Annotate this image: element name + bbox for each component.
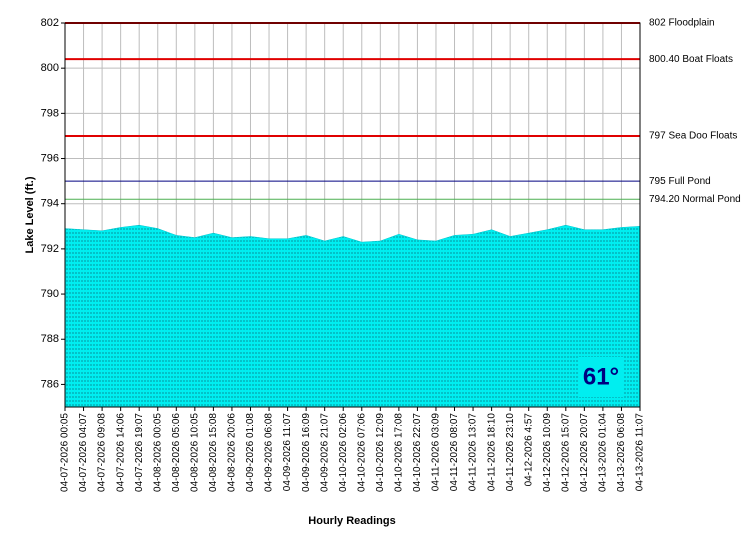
reference-label: 795 Full Pond [649, 176, 711, 187]
x-tick-label: 04-09-2026 11:07 [282, 413, 293, 492]
y-tick-label: 802 [41, 17, 59, 29]
x-tick-label: 04-07-2026 00:05 [60, 413, 71, 492]
x-tick-label: 04-10-2026 12:09 [375, 413, 386, 492]
x-tick-label: 04-12-2026 4:57 [523, 413, 534, 487]
x-tick-label: 04-09-2026 16:09 [301, 413, 312, 492]
y-tick-label: 790 [41, 288, 59, 300]
x-tick-label: 04-09-2026 01:08 [245, 413, 256, 492]
reference-label: 800.40 Boat Floats [649, 54, 733, 65]
y-tick-label: 794 [41, 198, 59, 210]
temperature-box [578, 357, 624, 397]
x-tick-label: 04-07-2026 14:06 [115, 413, 126, 492]
x-tick-label: 04-12-2026 20:07 [579, 413, 590, 492]
x-tick-label: 04-07-2026 04:07 [78, 413, 89, 492]
x-tick-label: 04-07-2026 09:08 [97, 413, 108, 492]
y-tick-label: 788 [41, 333, 59, 345]
x-tick-label: 04-11-2026 13:07 [468, 413, 479, 492]
x-tick-label: 04-10-2026 02:06 [338, 413, 349, 492]
x-tick-label: 04-11-2026 23:10 [505, 413, 516, 492]
temperature: 61° [583, 363, 619, 390]
area [64, 224, 641, 408]
x-tick-label: 04-12-2026 15:07 [560, 413, 571, 492]
x-tick-label: 04-10-2026 07:06 [356, 413, 367, 492]
x-tick-label: 04-13-2026 06:08 [616, 413, 627, 492]
y-tick-label: 800 [41, 62, 59, 74]
x-tick-label: 04-11-2026 18:10 [486, 413, 497, 492]
x-axis-label: Hourly Readings [308, 515, 395, 527]
x-tick-label: 04-07-2026 19:07 [134, 413, 145, 492]
y-tick-label: 796 [41, 152, 59, 164]
x-tick-label: 04-08-2026 10:05 [189, 413, 200, 492]
x-tick-label: 04-08-2026 15:08 [208, 413, 219, 492]
y-tick-label: 792 [41, 243, 59, 255]
reference-label: 802 Floodplain [649, 18, 715, 29]
y-axis-label: Lake Level (ft.) [24, 176, 36, 253]
reference-label: 797 Sea Doo Floats [649, 131, 737, 142]
x-tick-label: 04-10-2026 22:07 [412, 413, 423, 492]
x-tick-label: 04-09-2026 06:08 [264, 413, 275, 492]
reference-label: 794.20 Normal Pond [649, 194, 741, 205]
x-tick-label: 04-08-2026 05:06 [171, 413, 182, 492]
x-tick-label: 04-13-2026 01:04 [598, 413, 609, 492]
y-tick-label: 786 [41, 378, 59, 390]
x-tick-label: 04-11-2026 03:09 [431, 413, 442, 492]
x-tick-label: 04-13-2026 11:07 [635, 413, 646, 492]
x-tick-label: 04-09-2026 21:07 [319, 413, 330, 492]
x-tick-label: 04-10-2026 17:08 [394, 413, 405, 492]
y-tick-label: 798 [41, 107, 59, 119]
x-tick-label: 04-11-2026 08:07 [449, 413, 460, 492]
plot-frame [64, 22, 641, 408]
x-tick-label: 04-08-2026 00:05 [152, 413, 163, 492]
x-tick-label: 04-08-2026 20:06 [227, 413, 238, 492]
x-tick-label: 04-12-2026 10:09 [542, 413, 553, 492]
